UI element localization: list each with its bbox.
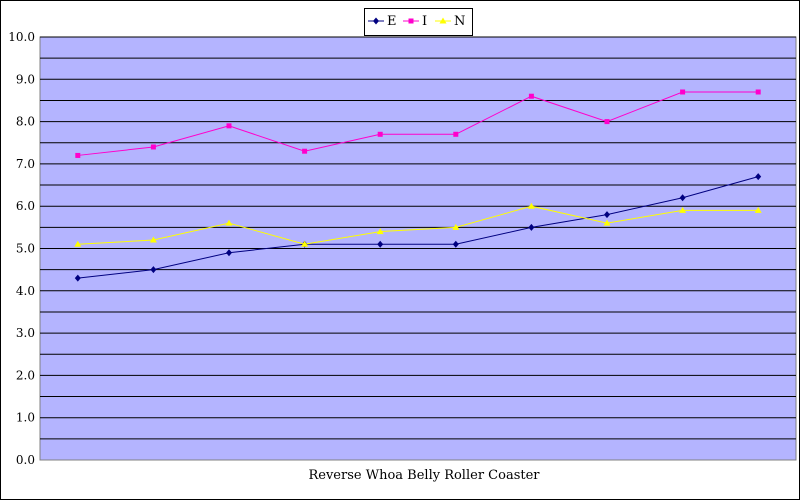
data-point-i <box>680 89 686 95</box>
data-point-i <box>755 89 761 95</box>
y-tick-label: 3.0 <box>16 326 35 340</box>
data-point-e <box>226 249 232 257</box>
data-point-i <box>302 148 308 154</box>
data-point-n <box>452 223 460 230</box>
data-point-n <box>603 219 611 226</box>
data-point-e <box>604 211 610 219</box>
y-tick-label: 8.0 <box>16 115 35 129</box>
legend-item-n: N <box>435 14 465 29</box>
legend-box <box>364 8 473 36</box>
series-i <box>75 89 761 158</box>
gridlines <box>40 36 796 440</box>
y-tick-label: 0.0 <box>16 453 35 467</box>
data-point-i <box>377 131 383 137</box>
legend-marker <box>408 18 414 24</box>
series-e <box>74 173 762 282</box>
data-point-e <box>150 266 157 274</box>
y-tick-label: 4.0 <box>16 284 35 298</box>
x-axis-label: Reverse Whoa Belly Roller Coaster <box>308 468 540 483</box>
y-tick-label: 6.0 <box>16 199 35 213</box>
y-tick-label: 2.0 <box>16 368 35 382</box>
data-point-e <box>452 240 459 248</box>
series-line-i <box>77 91 759 156</box>
data-point-e <box>755 173 762 181</box>
data-point-n <box>149 236 157 243</box>
y-tick-label: 10.0 <box>8 30 35 44</box>
data-point-n <box>679 206 687 213</box>
legend-marker <box>439 17 447 24</box>
data-point-i <box>150 144 156 150</box>
legend-label: E <box>387 14 397 29</box>
data-point-i <box>528 93 534 99</box>
data-point-n <box>754 206 762 213</box>
y-tick-label: 1.0 <box>16 411 35 425</box>
data-point-e <box>377 240 384 248</box>
data-point-e <box>74 274 81 282</box>
series-line-e <box>77 176 759 279</box>
data-point-e <box>679 194 686 202</box>
legend-label: N <box>454 14 465 29</box>
y-tick-label: 7.0 <box>16 157 35 171</box>
data-point-n <box>301 240 309 247</box>
data-point-n <box>225 219 233 226</box>
series-n <box>74 202 762 247</box>
series-layer <box>74 89 762 282</box>
legend-item-i: I <box>403 14 427 29</box>
data-point-i <box>75 152 81 158</box>
y-axis: 0.0 1.0 2.0 3.0 4.0 5.0 6.0 7.0 8.0 9.0 10.0 <box>8 30 35 467</box>
series-line-n <box>77 205 759 245</box>
data-point-e <box>528 223 535 231</box>
data-point-i <box>604 119 610 125</box>
data-point-n <box>527 202 535 209</box>
y-tick-label: 5.0 <box>16 242 35 256</box>
data-point-n <box>74 240 82 247</box>
data-point-n <box>376 228 384 235</box>
data-point-i <box>226 123 232 129</box>
legend-item-e: E <box>368 14 397 29</box>
y-tick-label: 9.0 <box>16 72 35 86</box>
legend-label: I <box>422 14 427 29</box>
legend-marker <box>373 17 379 25</box>
data-point-i <box>453 131 459 137</box>
